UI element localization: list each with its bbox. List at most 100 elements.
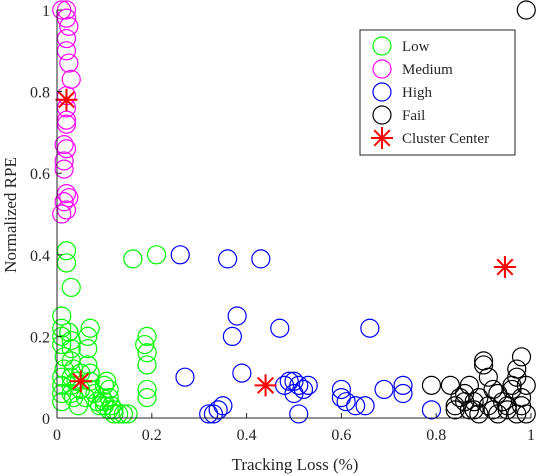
y-tick-label: 0 — [42, 411, 50, 428]
low-point — [52, 334, 72, 355]
medium-point — [54, 192, 74, 212]
fail-point — [483, 400, 503, 420]
low-point — [61, 277, 81, 298]
fail-point — [474, 351, 494, 371]
high-point — [421, 400, 442, 420]
high-point — [360, 318, 380, 338]
high-point — [393, 383, 413, 404]
medium-point — [56, 114, 77, 134]
x-tick-label: 0 — [53, 427, 61, 444]
low-point — [137, 355, 157, 375]
high-point — [355, 396, 375, 416]
low-point — [113, 404, 133, 424]
low-point — [78, 326, 98, 346]
x-axis-label: Tracking Loss (%) — [232, 455, 359, 474]
low-point — [94, 375, 115, 395]
low-point — [109, 404, 129, 424]
low-point — [104, 404, 124, 424]
axes: 0 0.2 0.4 0.6 0.8 1 0 0.2 0.4 0.6 0.8 1 — [30, 3, 535, 444]
cluster-center-point — [55, 88, 78, 111]
high-point — [270, 318, 290, 338]
high-point — [331, 388, 351, 408]
legend-marker-medium — [372, 59, 392, 79]
x-tick-label: 0.2 — [142, 427, 162, 444]
fail-point — [474, 355, 494, 375]
high-point — [393, 375, 413, 395]
high-point — [175, 367, 195, 387]
low-point — [97, 371, 117, 391]
low-point — [61, 383, 81, 404]
medium-point — [54, 159, 74, 179]
high-point — [289, 404, 309, 424]
high-point — [374, 379, 394, 400]
medium-point — [61, 69, 81, 89]
medium-point — [54, 135, 74, 155]
fail-point — [516, 0, 536, 20]
high-point — [336, 392, 356, 412]
legend-label-fail: Fail — [402, 108, 425, 124]
high-point — [298, 375, 318, 395]
fail-point — [497, 400, 517, 420]
legend-marker-low — [372, 36, 392, 56]
y-tick-label: 0.8 — [30, 85, 50, 102]
y-tick-label: 0.6 — [30, 166, 50, 183]
high-point — [331, 379, 351, 400]
x-tick-label: 1 — [527, 427, 535, 444]
low-point — [52, 318, 72, 338]
low-point — [137, 379, 157, 400]
high-point — [208, 400, 228, 420]
low-point — [135, 334, 155, 355]
cluster-center-point — [493, 256, 516, 279]
x-tick-label: 0.6 — [331, 427, 351, 444]
medium-point — [54, 151, 74, 171]
fail-point — [483, 379, 503, 400]
low-point — [137, 343, 157, 363]
legend-marker-fail — [372, 105, 392, 125]
high-point — [218, 249, 238, 269]
fail-point — [516, 375, 536, 395]
cluster-center-point — [69, 370, 92, 393]
high-point — [227, 306, 247, 326]
high-point — [251, 249, 271, 269]
low-point — [52, 306, 72, 326]
fail-point — [511, 347, 532, 367]
high-point — [222, 326, 242, 346]
high-point — [279, 371, 299, 391]
cluster-center-point — [254, 374, 277, 397]
medium-point — [59, 53, 79, 73]
fail-point — [478, 367, 498, 387]
low-point — [146, 245, 167, 265]
fail-point — [502, 375, 522, 395]
low-point — [80, 318, 100, 338]
high-point — [293, 379, 314, 400]
low-point — [68, 396, 88, 416]
high-point — [284, 383, 304, 404]
low-point — [123, 249, 143, 269]
fail-point — [516, 404, 536, 424]
high-point — [199, 404, 219, 424]
legend-marker-high — [372, 82, 392, 102]
low-point — [118, 404, 138, 424]
medium-point — [56, 41, 77, 61]
x-tick-label: 0.8 — [426, 427, 446, 444]
legend-label-cluster-center: Cluster Center — [402, 131, 489, 147]
fail-point — [445, 396, 465, 416]
medium-point — [59, 16, 79, 36]
plot-area — [52, 0, 536, 424]
low-point — [137, 388, 157, 408]
high-point — [170, 245, 190, 265]
high-point — [232, 363, 252, 383]
low-point — [104, 400, 124, 420]
legend-label-medium: Medium — [402, 62, 453, 78]
x-tick-label: 0.4 — [237, 427, 257, 444]
medium-point — [59, 188, 79, 208]
low-point — [59, 322, 79, 342]
legend-marker-cluster-center — [371, 127, 393, 149]
medium-point — [52, 204, 72, 224]
fail-point — [440, 375, 461, 395]
y-tick-label: 1 — [42, 3, 50, 20]
fail-point — [507, 359, 527, 379]
high-point — [203, 404, 224, 424]
y-tick-label: 0.4 — [30, 248, 50, 265]
